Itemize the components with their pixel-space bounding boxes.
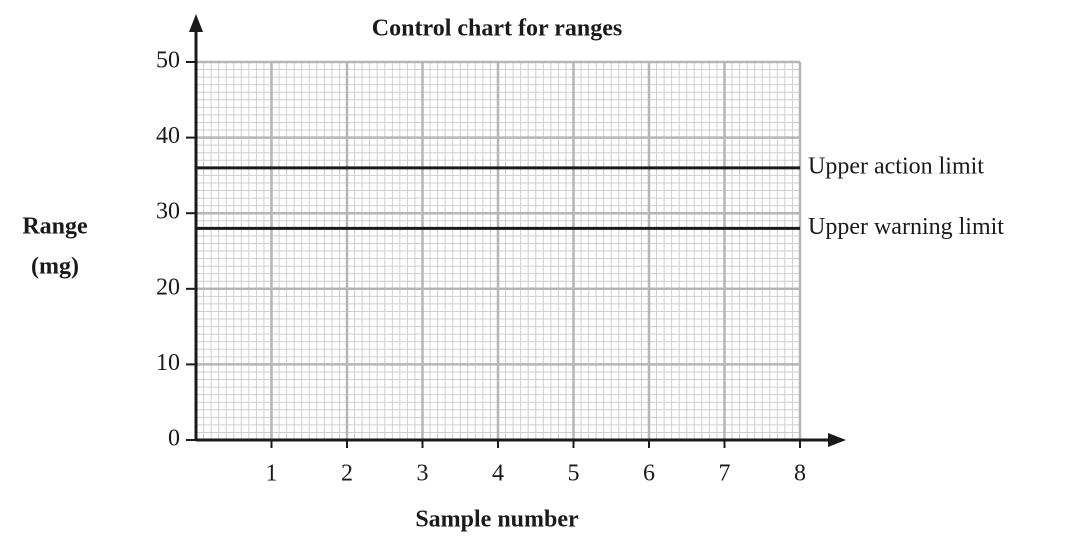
y-tick-label: 50: [156, 48, 180, 74]
x-axis-arrow: [828, 433, 846, 447]
x-tick-label: 7: [719, 461, 731, 487]
y-tick-label: 10: [156, 350, 180, 376]
y-tick-label: 20: [156, 274, 180, 300]
y-axis-label: (mg): [31, 254, 79, 280]
chart-title: Control chart for ranges: [372, 16, 622, 42]
x-tick-label: 5: [568, 461, 580, 487]
grid: [195, 60, 802, 442]
x-tick-label: 3: [417, 461, 429, 487]
y-tick-label: 0: [168, 426, 180, 452]
x-axis-label: Sample number: [415, 507, 579, 533]
x-tick-label: 6: [643, 461, 655, 487]
y-tick-label: 40: [156, 123, 180, 149]
x-tick-label: 2: [341, 461, 353, 487]
x-tick-label: 1: [266, 461, 278, 487]
limit-label: Upper action limit: [808, 153, 984, 179]
marks: [196, 166, 800, 230]
y-axis-label: Range: [22, 214, 88, 240]
y-tick-label: 30: [156, 199, 180, 225]
x-tick-label: 4: [492, 461, 504, 487]
x-tick-label: 8: [794, 461, 806, 487]
y-axis-arrow: [189, 14, 203, 32]
limit-label: Upper warning limit: [808, 214, 1004, 240]
